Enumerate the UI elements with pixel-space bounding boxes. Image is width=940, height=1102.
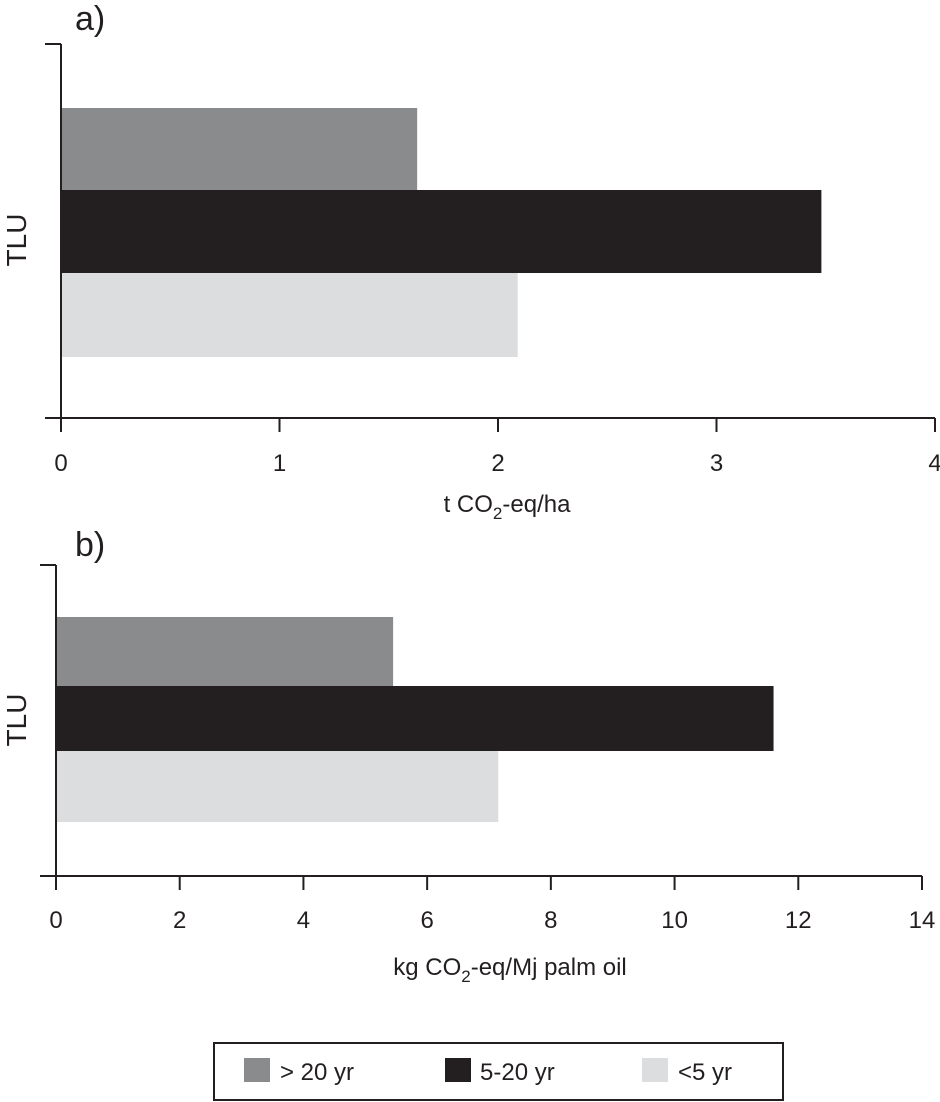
legend-box [213,1042,784,1101]
panel-a-x-tick-label-3: 3 [710,450,723,477]
panel-b-xlabel-post: -eq/Mj palm oil [471,954,627,981]
panel-a-x-tick-label-1: 1 [273,450,286,477]
panel-a-xlabel-post: -eq/ha [502,491,571,518]
panel-b-x-tick-label-5: 10 [661,907,688,934]
legend-label-1: > 20 yr [280,1059,354,1086]
panel-b-x-tick-label-7: 14 [909,907,936,934]
panel-b-x-tick-label-4: 8 [544,907,557,934]
legend-swatch-3 [642,1058,668,1082]
panel-b-bar-3 [56,751,499,822]
panel-b-bar-2 [56,686,774,751]
panel-a-xlabel: t CO2-eq/ha [444,491,572,523]
panel-b-xlabel-sub: 2 [461,967,470,986]
panel-b-ylabel: TLU [1,694,32,747]
panel-b-x-tick-label-1: 2 [173,907,186,934]
panel-a-x-tick-label-4: 4 [928,450,940,477]
legend-swatch-1 [244,1058,270,1082]
panel-b-axes: 0 2 4 6 8 10 12 14 [40,564,936,934]
panel-b-x-tick-label-2: 4 [297,907,310,934]
panel-a-bar-1 [61,108,418,190]
panel-b-bars [56,617,774,822]
panel-a-axes: 0 1 2 3 4 [45,43,940,477]
panel-a-x-tick-label-0: 0 [54,450,67,477]
panel-b-label: b) [75,526,105,564]
panel-b-x-tick-label-6: 12 [785,907,812,934]
panel-a-x-tick-label-2: 2 [491,450,504,477]
legend-items: > 20 yr 5-20 yr <5 yr [244,1058,732,1086]
panel-b-xlabel: kg CO2-eq/Mj palm oil [393,954,627,986]
panel-b-bar-1 [56,617,394,686]
legend-label-2: 5-20 yr [480,1059,555,1086]
panel-a-xlabel-pre: t CO [444,491,493,518]
panel-a-bars [61,108,822,357]
panel-a-label: a) [75,0,105,38]
panel-a-bar-3 [61,273,518,357]
panel-a-ylabel: TLU [1,214,32,267]
legend-label-3: <5 yr [678,1059,732,1086]
legend-swatch-2 [445,1058,471,1082]
panel-b-x-tick-label-0: 0 [49,907,62,934]
panel-b-xlabel-pre: kg CO [393,954,461,981]
panel-a-xlabel-sub: 2 [493,504,502,523]
panel-a-bar-2 [61,190,822,273]
panel-b: b) TLU 0 2 4 6 8 10 12 14 kg CO2-eq/Mj palm oil [1,526,935,986]
panel-b-x-tick-label-3: 6 [420,907,433,934]
legend: > 20 yr 5-20 yr <5 yr [213,1042,784,1101]
